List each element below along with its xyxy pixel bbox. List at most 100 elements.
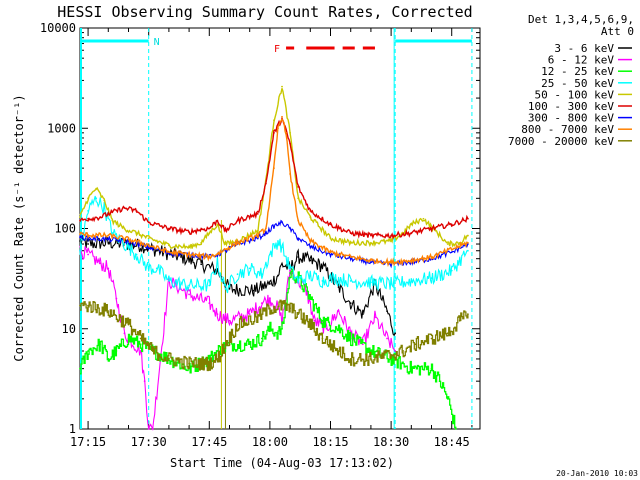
data-point-3 bbox=[268, 253, 271, 256]
x-tick-label: 17:30 bbox=[131, 435, 167, 449]
data-point-6 bbox=[264, 232, 267, 234]
data-point-3 bbox=[147, 267, 150, 270]
data-point-4 bbox=[188, 246, 190, 249]
x-tick-label: 18:00 bbox=[252, 435, 288, 449]
legend-label: 12 - 25 keV bbox=[541, 65, 614, 78]
data-point-8 bbox=[466, 313, 469, 316]
data-point-8 bbox=[107, 310, 110, 312]
data-point-7 bbox=[264, 227, 267, 230]
data-point-5 bbox=[430, 227, 433, 230]
data-point-8 bbox=[127, 323, 130, 326]
data-point-4 bbox=[167, 244, 170, 247]
data-point-6 bbox=[224, 249, 227, 252]
data-point-1 bbox=[208, 302, 211, 305]
data-point-6 bbox=[309, 245, 312, 248]
data-point-6 bbox=[329, 253, 332, 256]
data-point-6 bbox=[79, 236, 81, 239]
data-point-5 bbox=[216, 219, 219, 222]
series-line-6 bbox=[79, 219, 469, 269]
data-point-0 bbox=[277, 274, 279, 277]
data-point-0 bbox=[268, 283, 271, 285]
data-point-3 bbox=[466, 249, 469, 252]
data-point-4 bbox=[256, 229, 259, 232]
data-point-3 bbox=[349, 280, 352, 282]
data-point-5 bbox=[79, 219, 81, 222]
axes-layer: 1 10 100 1000 10000 17:15 17:30 17:45 18:00 18:15… bbox=[40, 21, 480, 449]
chart-title: HESSI Observing Summary Count Rates, Cor… bbox=[57, 3, 472, 21]
data-point-8 bbox=[289, 307, 292, 310]
data-point-5 bbox=[167, 227, 170, 230]
data-point-4 bbox=[123, 227, 126, 230]
data-point-1 bbox=[216, 313, 219, 316]
data-point-3 bbox=[370, 281, 372, 284]
data-point-4 bbox=[329, 237, 332, 240]
data-point-2 bbox=[337, 327, 340, 330]
data-point-3 bbox=[236, 273, 239, 276]
data-point-5 bbox=[256, 212, 259, 215]
data-point-7 bbox=[167, 251, 170, 254]
y-axis-label: Corrected Count Rate (s⁻¹ detector⁻¹) bbox=[12, 94, 26, 361]
legend-label: 300 - 800 keV bbox=[528, 112, 614, 125]
data-point-4 bbox=[466, 234, 469, 237]
data-point-8 bbox=[458, 319, 461, 322]
data-point-3 bbox=[135, 253, 138, 256]
data-point-7 bbox=[289, 173, 292, 175]
data-point-2 bbox=[277, 332, 279, 335]
data-point-8 bbox=[79, 304, 81, 307]
data-point-0 bbox=[297, 256, 300, 258]
flare-label: F bbox=[274, 44, 280, 55]
data-point-8 bbox=[87, 304, 89, 307]
data-point-8 bbox=[167, 358, 170, 360]
data-point-7 bbox=[281, 115, 283, 118]
series-line-3 bbox=[79, 195, 468, 294]
data-point-3 bbox=[309, 274, 312, 277]
data-point-5 bbox=[390, 234, 393, 237]
data-point-0 bbox=[361, 313, 364, 316]
data-point-2 bbox=[430, 367, 433, 370]
data-point-7 bbox=[224, 248, 227, 251]
footer-timestamp: 20-Jan-2010 10:03 bbox=[556, 469, 638, 478]
legend-header-line-1: Det 1,3,4,5,6,9, bbox=[528, 13, 634, 26]
data-point-7 bbox=[216, 252, 219, 255]
data-point-5 bbox=[147, 221, 150, 224]
x-tick-label: 17:45 bbox=[191, 435, 227, 449]
data-point-5 bbox=[236, 219, 239, 222]
data-point-4 bbox=[87, 197, 89, 200]
data-point-1 bbox=[115, 297, 118, 300]
data-point-1 bbox=[123, 332, 126, 335]
data-point-8 bbox=[151, 350, 154, 352]
data-point-2 bbox=[268, 327, 271, 330]
x-tick-label: 18:45 bbox=[434, 435, 470, 449]
data-point-4 bbox=[370, 241, 372, 244]
data-point-8 bbox=[216, 358, 219, 360]
data-point-2 bbox=[309, 297, 312, 300]
legend-label: 6 - 12 keV bbox=[548, 54, 615, 67]
data-point-4 bbox=[422, 217, 425, 220]
data-point-8 bbox=[349, 358, 352, 360]
data-point-8 bbox=[256, 316, 259, 319]
data-point-0 bbox=[337, 286, 340, 289]
data-point-4 bbox=[297, 197, 300, 200]
data-point-2 bbox=[79, 367, 81, 370]
data-point-1 bbox=[99, 262, 102, 265]
legend-label: 100 - 300 keV bbox=[528, 100, 614, 113]
data-point-8 bbox=[268, 307, 271, 310]
data-point-0 bbox=[107, 241, 110, 244]
data-point-3 bbox=[188, 284, 190, 287]
data-point-8 bbox=[188, 362, 190, 365]
data-point-2 bbox=[446, 397, 449, 400]
data-point-2 bbox=[139, 343, 142, 346]
data-point-4 bbox=[273, 119, 275, 122]
data-point-2 bbox=[321, 319, 324, 322]
data-point-1 bbox=[151, 428, 154, 430]
data-point-4 bbox=[289, 131, 292, 134]
data-point-4 bbox=[446, 243, 449, 245]
data-point-0 bbox=[228, 287, 231, 290]
data-point-7 bbox=[430, 256, 433, 258]
data-point-4 bbox=[281, 85, 283, 88]
data-point-1 bbox=[325, 327, 328, 330]
data-point-4 bbox=[390, 240, 393, 242]
data-point-5 bbox=[200, 228, 203, 231]
data-point-7 bbox=[466, 241, 469, 244]
data-point-6 bbox=[450, 251, 453, 254]
